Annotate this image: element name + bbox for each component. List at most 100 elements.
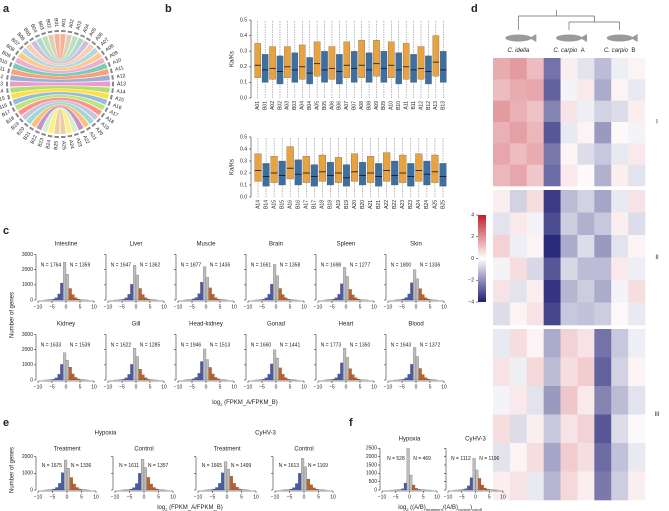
bar	[270, 363, 274, 381]
bar	[71, 294, 75, 301]
panel-title: Gill	[132, 322, 141, 328]
colorbar-tick-label: −2	[468, 278, 474, 284]
heatmap-cell	[577, 257, 595, 281]
box	[334, 157, 342, 183]
heatmap-cell	[493, 79, 511, 101]
segment-label: A06	[94, 31, 104, 42]
x-tick-label: −10	[34, 304, 43, 310]
box	[254, 43, 261, 78]
y-tick-label: 2000	[22, 347, 33, 353]
y-tick-label: 0	[30, 487, 33, 493]
n-label: N = 1665	[202, 463, 223, 469]
heatmap-cell	[577, 386, 595, 415]
x-tick-label: A18	[320, 200, 326, 209]
bar	[205, 277, 209, 301]
x-tick-label: A22	[384, 200, 390, 209]
heatmap-cell	[526, 79, 544, 101]
x-tick-label: A12	[418, 101, 424, 110]
x-axis-label-part: cutoff	[472, 507, 483, 511]
heatmap-cell	[628, 235, 646, 258]
panel-letter: b	[165, 3, 172, 15]
heatmap-cell	[526, 302, 544, 326]
heatmap-cell	[509, 190, 528, 213]
x-tick-label: B06	[337, 101, 343, 110]
y-axis-label: Ka/Ks	[230, 51, 236, 67]
panel-letter: c	[3, 225, 9, 237]
segment-label: B05	[22, 27, 32, 38]
heatmap-cell	[577, 302, 595, 326]
n-label: N = 1112	[451, 456, 471, 462]
bar	[68, 288, 72, 301]
heatmap-cell	[594, 443, 612, 472]
n-label: N = 1436	[210, 262, 231, 268]
segment-arc	[23, 40, 29, 46]
segment-arc	[91, 122, 97, 128]
box	[286, 146, 294, 180]
segment-label: A21	[88, 131, 98, 142]
heatmap-cell	[509, 122, 528, 144]
box	[350, 153, 359, 182]
bar	[406, 448, 410, 491]
y-tick-label: 1000	[22, 282, 33, 288]
n-label: N = 1764	[41, 262, 62, 268]
bar	[194, 297, 198, 301]
x-tick-label: 10	[330, 494, 336, 500]
heatmap-cell	[509, 257, 528, 281]
x-axis-label: log2 ((A/B)treatment/(A/B)control)cutoff	[398, 505, 482, 511]
y-tick-label: 0.0	[240, 194, 247, 200]
heatmap-cell	[611, 164, 629, 187]
x-tick-label: 5	[157, 494, 160, 500]
bar	[194, 377, 198, 381]
x-tick-label: 5	[488, 494, 491, 500]
x-tick-label: 5	[149, 304, 152, 310]
x-tick-label: A08	[359, 101, 365, 110]
x-tick-label: −5	[50, 494, 56, 500]
bar	[273, 264, 277, 301]
n-label: N = 1357	[148, 463, 169, 469]
bar	[147, 379, 151, 381]
segment-arc	[14, 50, 20, 56]
y-tick-label: 0	[30, 377, 33, 383]
heatmap-cell	[560, 164, 578, 187]
bar	[467, 485, 471, 491]
heatmap-cell	[594, 79, 612, 101]
x-tick-label: 10	[231, 384, 237, 390]
bar	[261, 379, 265, 381]
segment-label: B07	[10, 37, 21, 48]
heatmap-cell	[509, 58, 528, 80]
segment-label: B11	[0, 65, 6, 73]
segment-label: B16	[0, 102, 8, 111]
heatmap-cell	[493, 357, 511, 387]
bar	[52, 488, 56, 491]
bar	[200, 361, 204, 381]
box	[380, 51, 388, 83]
heatmap-cell	[543, 443, 561, 472]
segment-arc	[107, 61, 112, 67]
bar	[469, 477, 473, 491]
heatmap-cell	[611, 471, 629, 501]
segment-arc	[100, 50, 106, 56]
bar	[287, 378, 291, 381]
bar	[284, 297, 288, 301]
heatmap-cell	[611, 235, 629, 258]
bar	[480, 484, 484, 491]
bar	[130, 284, 134, 301]
x-tick-label: 5	[289, 304, 292, 310]
bar	[155, 488, 159, 491]
y-tick-label: 0.1	[240, 182, 247, 188]
box	[367, 156, 375, 183]
y-tick-label: 0.4	[240, 146, 247, 152]
bar	[281, 294, 285, 301]
segment-label: A16	[112, 102, 123, 111]
bar	[74, 297, 78, 301]
x-tick-label: 5	[219, 384, 222, 390]
bar	[138, 368, 142, 381]
segment-arc	[104, 55, 109, 61]
heatmap-cell	[526, 100, 544, 123]
panel-title: Control	[294, 447, 313, 453]
y-axis-label: Number of genes	[10, 447, 16, 493]
group-title: Hypoxia	[95, 431, 117, 437]
species-name: C. carpio	[553, 48, 578, 54]
bar	[472, 458, 476, 491]
heatmap-cell	[628, 257, 646, 281]
